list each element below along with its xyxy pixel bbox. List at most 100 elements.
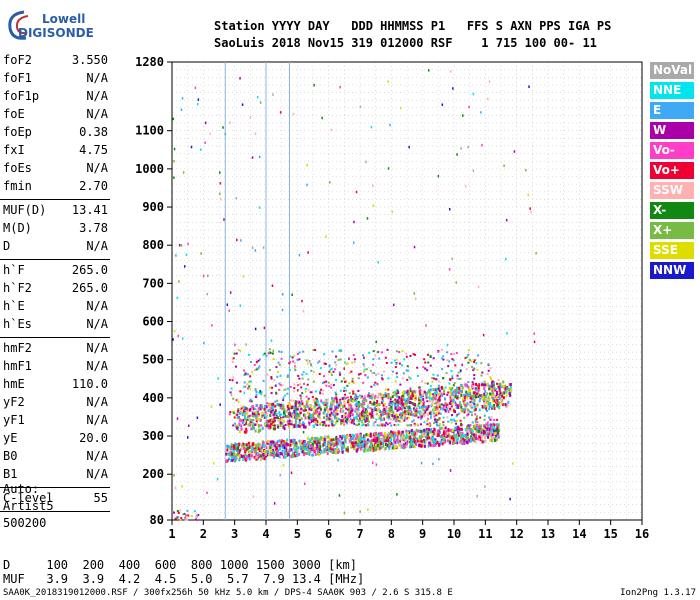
echo-point	[228, 413, 231, 416]
echo-point	[496, 396, 499, 399]
echo-point	[463, 384, 466, 388]
echo-point	[427, 444, 430, 448]
echo-point	[436, 418, 439, 421]
echo-point	[473, 374, 476, 377]
echo-point	[289, 355, 292, 358]
distance-muf-table: D 100 200 400 600 800 1000 1500 3000 [km…	[3, 558, 364, 586]
echo-point	[466, 396, 469, 400]
echo-point	[274, 400, 277, 403]
param-value: N/A	[86, 413, 108, 427]
noise-point	[282, 396, 285, 400]
echo-point	[466, 394, 469, 398]
echo-point	[463, 398, 466, 402]
echo-point	[415, 412, 418, 416]
echo-point	[275, 453, 278, 457]
echo-point	[228, 453, 231, 457]
param-row: yF2 N/A	[0, 395, 112, 413]
noise-point	[264, 423, 266, 426]
echo-point	[376, 382, 379, 385]
echo-point	[408, 405, 411, 409]
echo-point	[330, 405, 333, 408]
noise-point	[181, 337, 184, 340]
echo-point	[446, 439, 449, 443]
echo-point	[341, 397, 344, 401]
param-row: foF2 3.550	[0, 53, 112, 71]
echo-point	[455, 439, 458, 443]
echo-point	[399, 403, 402, 406]
echo-point	[331, 400, 334, 403]
echo-point	[282, 416, 285, 419]
echo-point	[460, 393, 463, 397]
echo-point	[323, 440, 326, 444]
echo-point	[373, 383, 376, 386]
echo-point	[431, 439, 434, 443]
echo-point	[382, 439, 385, 443]
echo-point	[254, 429, 257, 433]
echo-point	[438, 389, 441, 393]
noise-point	[456, 153, 458, 156]
noise-point	[488, 80, 491, 83]
echo-point	[478, 432, 481, 436]
echo-point	[366, 423, 369, 426]
echo-point	[424, 405, 427, 408]
echo-point	[314, 349, 317, 352]
echo-point	[312, 370, 315, 373]
echo-point	[415, 407, 418, 410]
echo-point	[328, 437, 331, 441]
echo-point	[432, 409, 435, 413]
echo-point	[265, 453, 268, 457]
noise-point	[259, 101, 262, 104]
echo-point	[365, 368, 368, 371]
echo-point	[300, 407, 303, 411]
echo-point	[436, 407, 439, 410]
echo-point	[318, 452, 321, 456]
echo-point	[263, 457, 266, 461]
echo-point	[312, 437, 315, 441]
echo-point	[341, 419, 344, 423]
echo-point	[328, 418, 331, 421]
echo-point	[261, 456, 264, 460]
echo-point	[377, 372, 380, 375]
echo-point	[317, 452, 320, 456]
noise-point	[187, 242, 189, 246]
echo-point	[450, 388, 453, 391]
echo-point	[418, 444, 421, 448]
echo-point	[497, 425, 500, 429]
noise-point	[330, 128, 333, 132]
echo-point	[316, 403, 319, 407]
echo-point	[416, 423, 419, 426]
echo-point	[419, 400, 422, 403]
echo-point	[451, 391, 454, 395]
echo-point	[469, 427, 472, 431]
echo-point	[389, 408, 392, 412]
echo-point	[420, 416, 423, 419]
echo-point	[488, 398, 491, 402]
echo-point	[296, 414, 299, 417]
echo-point	[381, 374, 384, 377]
echo-point	[469, 401, 472, 404]
echo-point	[433, 428, 436, 432]
echo-point	[257, 424, 260, 428]
echo-point	[263, 407, 266, 411]
noise-point	[174, 486, 177, 490]
echo-point	[456, 377, 459, 380]
echo-point	[293, 423, 296, 426]
echo-point	[243, 443, 246, 447]
echo-point	[234, 365, 237, 368]
echo-point	[279, 403, 282, 407]
plot-frame	[171, 61, 643, 521]
echo-point	[416, 374, 419, 377]
echo-point	[372, 358, 375, 361]
echo-point	[444, 409, 447, 413]
echo-point	[395, 406, 398, 410]
echo-point	[314, 390, 317, 393]
echo-point	[372, 446, 375, 450]
echo-point	[423, 439, 426, 443]
echo-point	[287, 402, 290, 406]
echo-point	[302, 350, 305, 353]
echo-point	[366, 405, 369, 409]
echo-point	[298, 358, 301, 361]
echo-point	[272, 446, 275, 450]
echo-point	[262, 413, 265, 417]
echo-point	[324, 408, 327, 411]
